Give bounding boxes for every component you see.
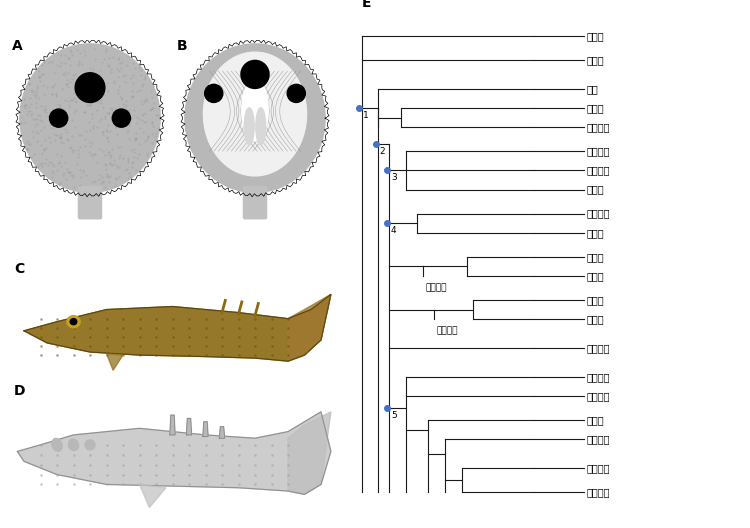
Text: 马钱鱼: 马钱鱼 [586, 271, 604, 281]
Text: 3: 3 [391, 173, 397, 182]
Text: 土家鱼: 土家鱼 [586, 295, 604, 305]
Text: B: B [177, 39, 188, 53]
Text: 胴甲鱼类: 胴甲鱼类 [586, 372, 610, 382]
Text: A: A [12, 39, 22, 53]
Polygon shape [24, 295, 331, 361]
Text: 节甲鱼类: 节甲鱼类 [586, 391, 610, 401]
Text: 异甲鱼类: 异甲鱼类 [586, 165, 610, 175]
Ellipse shape [68, 439, 79, 450]
FancyBboxPatch shape [244, 186, 266, 219]
Ellipse shape [20, 44, 160, 192]
Text: D: D [14, 384, 26, 398]
Circle shape [205, 84, 223, 102]
Text: 叉尾鱼: 叉尾鱼 [586, 252, 604, 262]
Polygon shape [17, 412, 331, 494]
Ellipse shape [244, 108, 254, 145]
Text: 骨甲鱼类: 骨甲鱼类 [586, 343, 610, 353]
Ellipse shape [242, 79, 268, 141]
FancyBboxPatch shape [79, 186, 101, 219]
Text: 5: 5 [391, 411, 397, 420]
Polygon shape [170, 415, 176, 435]
Ellipse shape [184, 44, 326, 192]
Text: 2: 2 [380, 147, 386, 156]
Text: 盲鳗: 盲鳗 [586, 84, 598, 94]
Polygon shape [202, 422, 208, 437]
Text: 1: 1 [363, 110, 369, 120]
Ellipse shape [203, 52, 307, 176]
Text: 七鳃鳗: 七鳃鳗 [586, 103, 604, 113]
Text: 真显鱼: 真显鱼 [586, 228, 604, 238]
Text: 肉鳍鱼类: 肉鳍鱼类 [586, 463, 610, 473]
Text: 文昌鱼: 文昌鱼 [586, 31, 604, 41]
Circle shape [112, 109, 130, 127]
Text: 4: 4 [391, 226, 397, 235]
Circle shape [67, 316, 80, 328]
Circle shape [75, 73, 105, 102]
Circle shape [241, 60, 269, 88]
Text: E: E [362, 0, 371, 10]
Polygon shape [288, 412, 331, 494]
Ellipse shape [52, 438, 62, 451]
Circle shape [70, 318, 76, 325]
Text: 棘鱼类: 棘鱼类 [586, 415, 604, 425]
Polygon shape [106, 354, 123, 370]
Text: 海口鱼: 海口鱼 [586, 55, 604, 65]
Text: 缺甲鱼类: 缺甲鱼类 [586, 209, 610, 219]
Text: 花鳞鱼类: 花鳞鱼类 [425, 283, 447, 292]
Text: 软骨鱼类: 软骨鱼类 [586, 434, 610, 444]
Text: 狐甲鱼: 狐甲鱼 [586, 314, 604, 324]
Ellipse shape [256, 108, 266, 145]
Polygon shape [140, 485, 166, 507]
Polygon shape [288, 295, 331, 361]
Circle shape [287, 84, 305, 102]
Polygon shape [186, 418, 192, 435]
Text: 星甲鱼: 星甲鱼 [586, 185, 604, 195]
Text: 盔甲鱼类: 盔甲鱼类 [436, 326, 458, 335]
Circle shape [50, 109, 68, 127]
Text: 阿兰达鱼: 阿兰达鱼 [586, 146, 610, 156]
Polygon shape [219, 427, 225, 438]
Text: 牙形动物: 牙形动物 [586, 122, 610, 132]
Text: 辐鳍鱼类: 辐鳍鱼类 [586, 487, 610, 497]
Text: C: C [14, 261, 24, 276]
Ellipse shape [85, 440, 95, 450]
